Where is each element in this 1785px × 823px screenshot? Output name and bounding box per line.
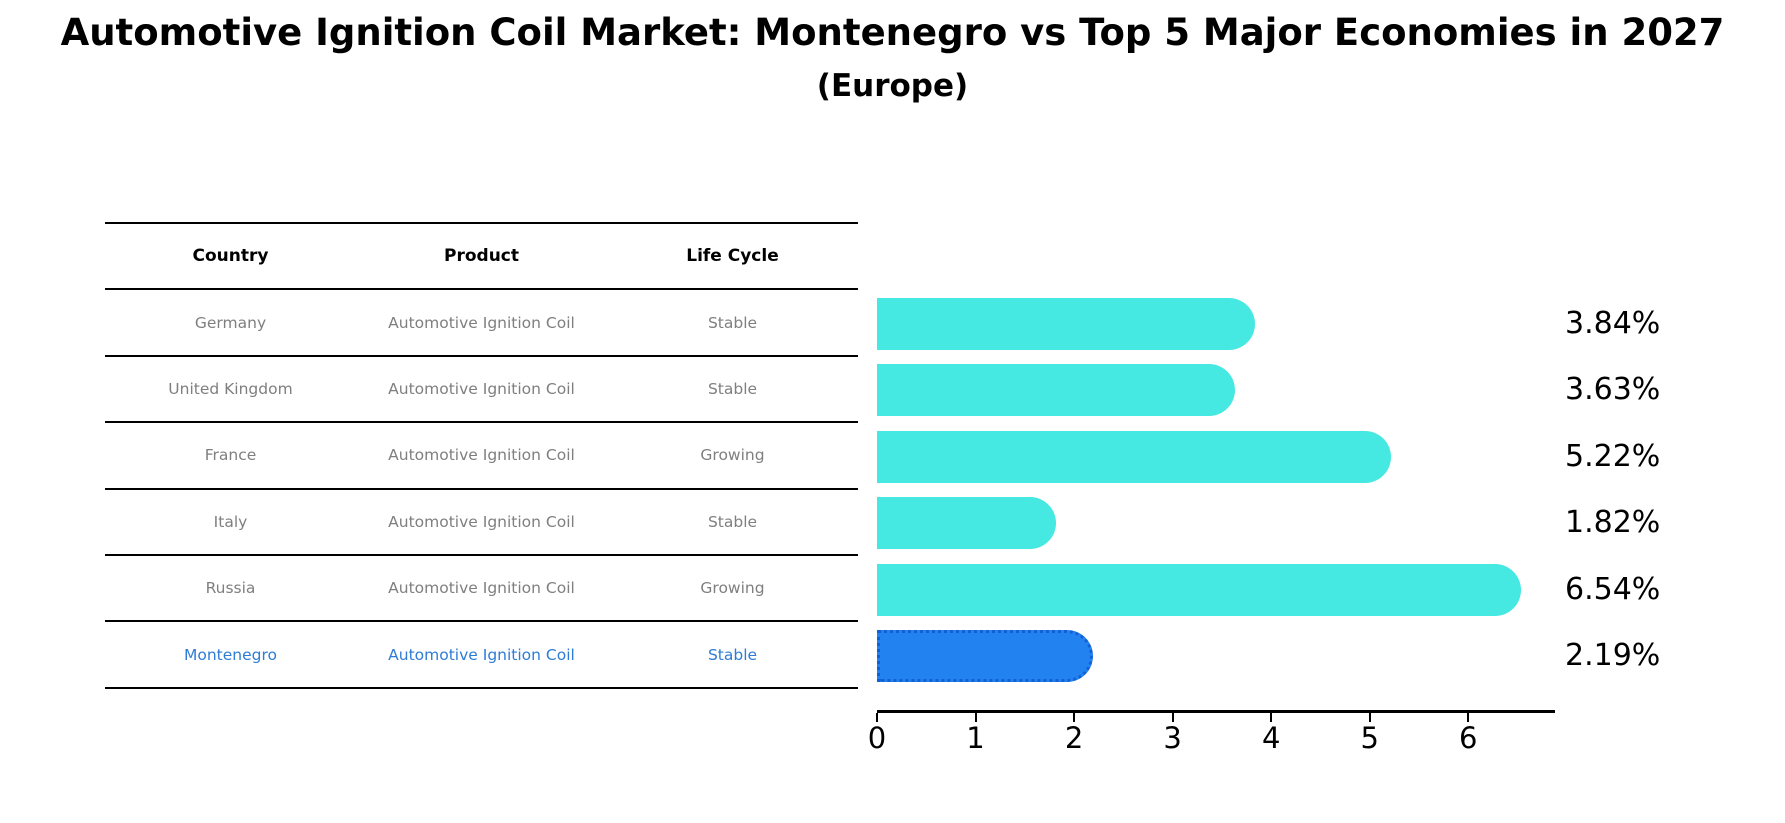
table-cell-life-cycle: Growing [700,579,765,598]
table-cell-product: Automotive Ignition Coil [388,579,575,598]
x-tick-mark-1 [974,713,977,722]
x-tick-label-3: 3 [1163,721,1182,755]
table-cell-life-cycle: Stable [707,645,758,664]
x-tick-label-4: 4 [1261,721,1281,755]
table-row-montenegro: Montenegro Automotive Ignition Coil Stable [105,620,858,689]
table-cell-product: Automotive Ignition Coil [388,645,575,664]
value-label-germany: 3.84% [1565,306,1661,341]
bar-united-kingdom [877,364,1235,417]
x-tick-mark-0 [876,713,878,722]
x-tick-label-6: 6 [1459,721,1478,755]
x-tick-label-5: 5 [1360,721,1379,755]
x-tick-mark-4 [1270,713,1273,722]
bar-germany [877,298,1256,350]
table-cell-country: Montenegro [183,645,277,664]
chart-title: Automotive Ignition Coil Market: Montene… [60,11,1725,54]
table-cell-life-cycle: Growing [700,446,765,465]
table-row-russia: Russia Automotive Ignition Coil Growing [105,553,858,620]
table-header-country: Country [192,246,269,267]
x-tick-mark-6 [1467,713,1470,722]
x-tick-label-2: 2 [1064,721,1084,755]
x-axis-line [877,710,1555,713]
x-tick-label-0: 0 [867,721,887,755]
value-label-france: 5.22% [1565,438,1661,474]
table-cell-product: Automotive Ignition Coil [388,446,575,465]
bar-france [877,430,1392,483]
table-cell-country: France [204,446,257,465]
table-cell-product: Automotive Ignition Coil [388,512,575,531]
table-header-product: Product [444,246,519,267]
table-cell-country: Russia [205,579,256,598]
table-row-united-kingdom: United Kingdom Automotive Ignition Coil St… [105,354,858,421]
table-row-france: France Automotive Ignition Coil Growing [105,421,858,487]
x-tick-mark-3 [1171,713,1174,722]
table-header-life-cycle: Life Cycle [686,246,779,267]
table-cell-product: Automotive Ignition Coil [388,379,575,398]
value-label-italy: 1.82% [1565,505,1661,541]
table-cell-life-cycle: Stable [707,379,758,398]
x-tick-mark-2 [1073,713,1076,722]
table-cell-country: Italy [213,512,248,531]
bar-montenegro [877,630,1093,682]
table-row-italy: Italy Automotive Ignition Coil Stable [105,487,858,554]
table-header-row: Country Product Life Cycle [105,222,858,288]
table-row-germany: Germany Automotive Ignition Coil Stable [105,288,858,354]
comparison-table: Country Product Life Cycle Germany Automo… [105,222,858,689]
value-label-montenegro: 2.19% [1565,638,1661,673]
bar-italy [877,497,1057,550]
table-cell-country: Germany [194,313,267,332]
x-tick-mark-5 [1368,713,1371,722]
value-label-russia: 6.54% [1565,571,1661,607]
bar-russia [877,563,1522,616]
table-cell-product: Automotive Ignition Coil [388,313,575,332]
value-label-united-kingdom: 3.63% [1565,372,1661,408]
table-cell-country: United Kingdom [168,379,293,398]
table-cell-life-cycle: Stable [707,512,758,531]
x-tick-label-1: 1 [966,721,985,755]
chart-subtitle: (Europe) [816,68,969,104]
table-cell-life-cycle: Stable [707,313,758,332]
